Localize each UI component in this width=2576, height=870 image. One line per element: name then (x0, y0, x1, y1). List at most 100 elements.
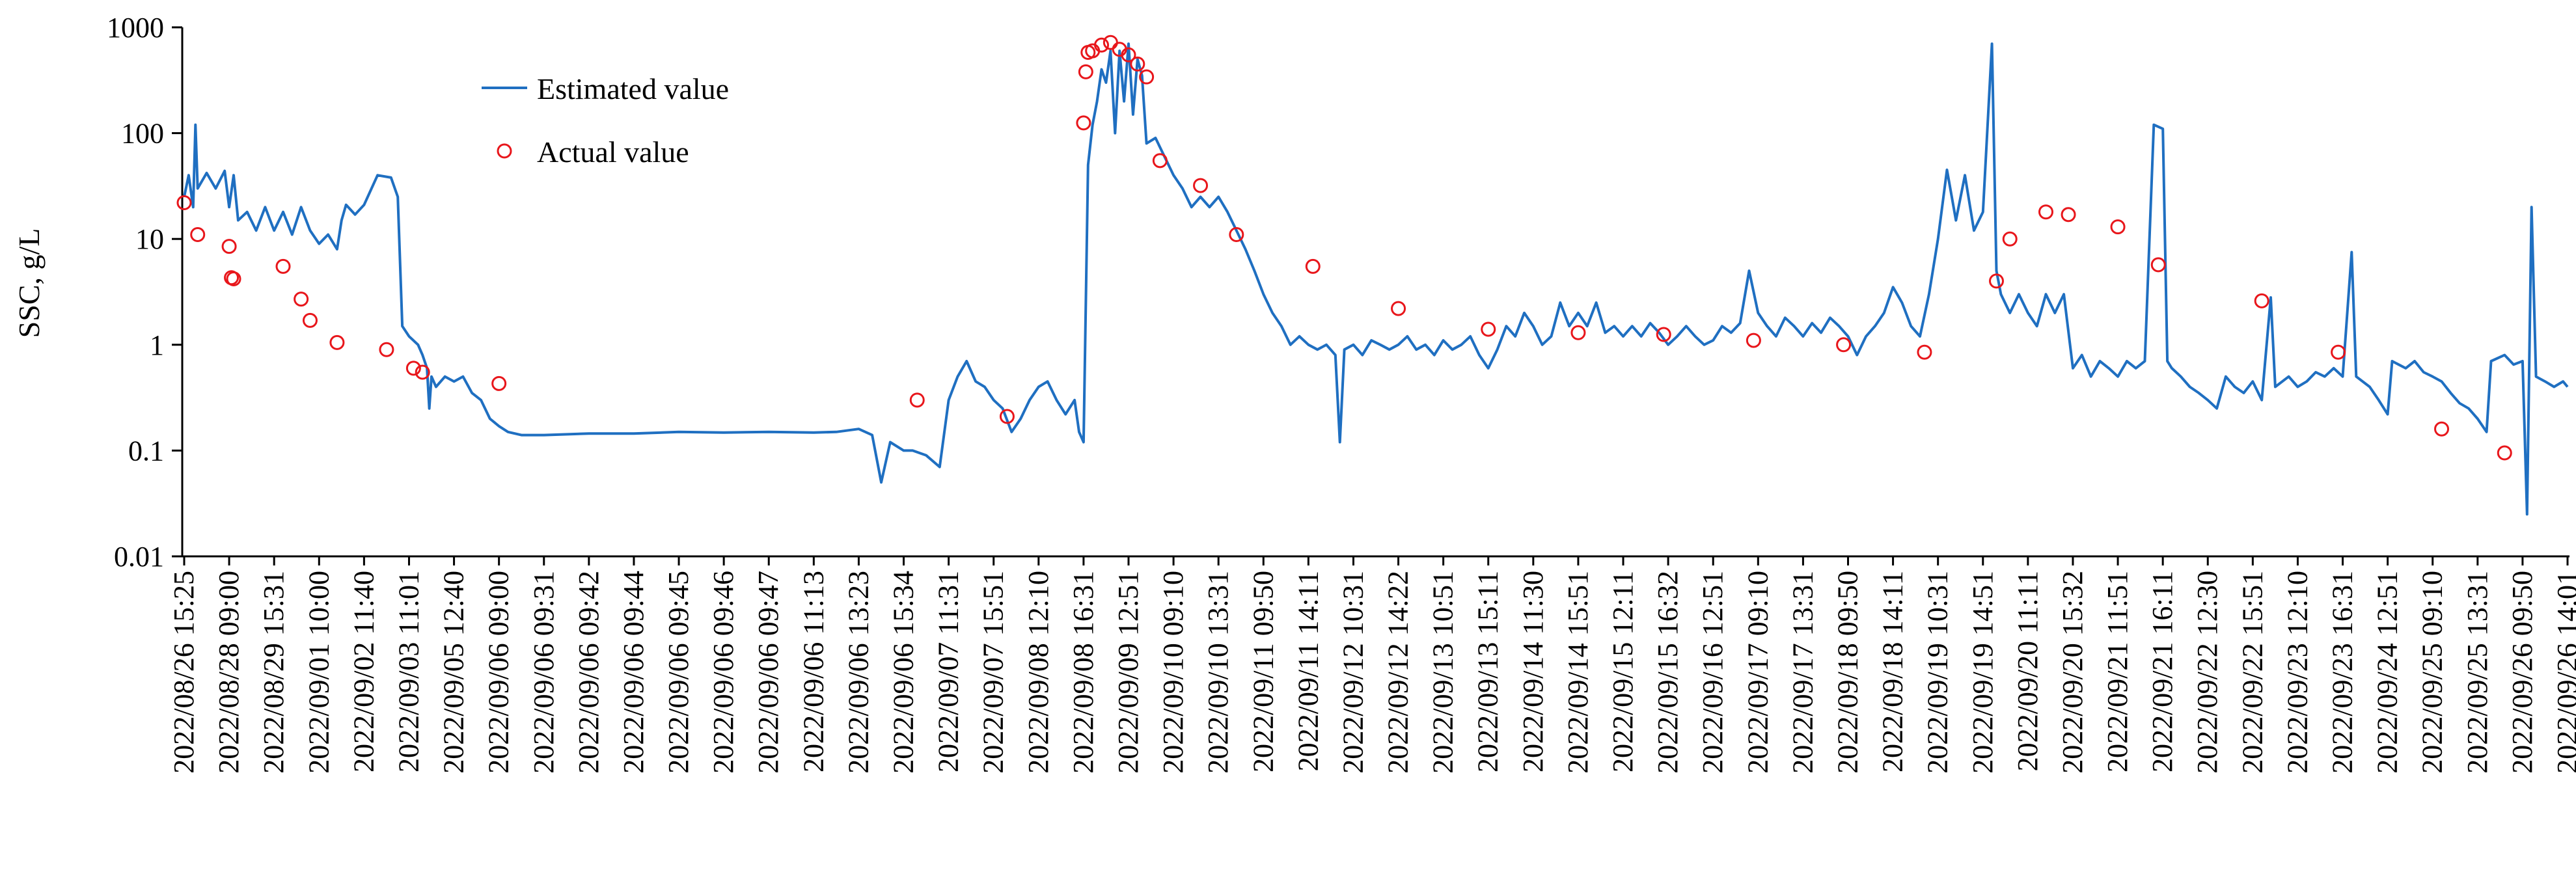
actual-value-point (176, 195, 192, 211)
x-tick-label: 2022/09/06 09:42 (573, 571, 605, 774)
x-tick-label: 2022/09/19 14:51 (1967, 571, 1999, 774)
x-tick-label: 2022/09/06 09:31 (528, 571, 560, 774)
x-tick-label: 2022/09/07 15:51 (978, 571, 1009, 774)
x-tick-label: 2022/08/26 15:25 (168, 571, 200, 774)
actual-value-point (1917, 344, 1932, 360)
actual-value-point (329, 334, 345, 350)
x-tick-label: 2022/08/28 09:00 (213, 571, 245, 774)
x-tick-label: 2022/09/08 16:31 (1067, 571, 1099, 774)
actual-value-point (2150, 257, 2166, 273)
x-tick-label: 2022/08/29 15:31 (258, 571, 290, 774)
x-tick-label: 2022/09/23 12:10 (2281, 571, 2313, 774)
x-tick-label: 2022/09/13 15:11 (1472, 571, 1504, 772)
x-tick-label: 2022/09/12 14:22 (1382, 571, 1414, 774)
x-tick-label: 2022/09/14 15:51 (1562, 571, 1594, 774)
y-tick-label: 1000 (107, 12, 164, 44)
x-tick-label: 2022/09/01 10:00 (303, 571, 335, 774)
actual-value-point (1229, 226, 1244, 242)
actual-value-point (491, 375, 507, 391)
actual-value-point (1076, 115, 1091, 131)
x-tick-label: 2022/09/06 15:34 (888, 571, 920, 774)
actual-value-point (1193, 178, 1209, 193)
x-tick-label: 2022/09/08 12:10 (1022, 571, 1054, 774)
legend-label-actual-value: Actual value (537, 135, 689, 169)
y-tick-label: 100 (121, 118, 164, 150)
actual-value-point (1836, 337, 1852, 353)
y-tick-label: 0.1 (128, 435, 164, 467)
actual-value-point (2110, 219, 2126, 235)
actual-value-point (2002, 231, 2018, 247)
x-tick-label: 2022/09/11 14:11 (1292, 571, 1324, 771)
x-tick-label: 2022/09/14 11:30 (1517, 571, 1549, 772)
x-tick-label: 2022/09/17 09:10 (1742, 571, 1774, 774)
x-tick-label: 2022/09/06 09:46 (707, 571, 739, 774)
y-tick-label: 10 (135, 223, 164, 255)
estimated-value-line (183, 42, 2569, 516)
actual-value-point (1152, 153, 1168, 169)
x-tick-label: 2022/09/12 10:31 (1337, 571, 1369, 774)
actual-value-point (221, 239, 237, 254)
actual-value-point (415, 364, 430, 380)
actual-value-point (405, 360, 421, 376)
x-tick-label: 2022/09/20 15:32 (2057, 571, 2089, 774)
x-tick-label: 2022/09/21 16:11 (2146, 571, 2178, 772)
actual-value-point (1656, 327, 1671, 342)
legend-swatch-actual-value (497, 143, 512, 159)
actual-value-point (226, 271, 241, 286)
y-axis-title: SSC, g/L (12, 228, 46, 338)
x-tick-label: 2022/09/05 12:40 (438, 571, 470, 774)
x-tick-label: 2022/09/07 11:31 (933, 571, 965, 772)
actual-value-point (2061, 207, 2076, 223)
actual-value-point (2038, 204, 2054, 220)
x-tick-label: 2022/09/06 09:45 (663, 571, 694, 774)
actual-value-point (1391, 301, 1406, 316)
actual-value-point (294, 292, 309, 307)
actual-value-point (2254, 293, 2269, 308)
actual-value-point (1746, 333, 1761, 348)
x-tick-label: 2022/09/17 13:31 (1787, 571, 1818, 774)
actual-value-point (302, 312, 318, 328)
actual-value-point (909, 392, 925, 408)
actual-value-point (1570, 325, 1586, 340)
x-tick-label: 2022/09/06 09:44 (618, 571, 650, 774)
x-tick-label: 2022/09/18 09:50 (1831, 571, 1863, 774)
x-axis-ticks: 2022/08/26 15:25 2022/08/28 09:00 2022/08/… (168, 556, 2576, 774)
x-tick-label: 2022/09/24 12:51 (2372, 571, 2404, 774)
series-actual-value (176, 34, 2512, 461)
actual-value-point (1130, 56, 1145, 72)
x-tick-label: 2022/09/10 09:10 (1157, 571, 1189, 774)
y-axis-ticks: 0.01 0.1 1 10 100 1000 (107, 12, 182, 573)
actual-value-point (1481, 321, 1496, 337)
actual-value-point (190, 226, 206, 242)
x-tick-label: 2022/09/20 11:11 (2012, 571, 2044, 771)
actual-value-point (2434, 421, 2450, 437)
actual-value-point (1139, 69, 1155, 85)
legend-label-estimated-value: Estimated value (537, 72, 729, 105)
x-tick-label: 2022/09/06 09:47 (752, 571, 784, 774)
x-tick-label: 2022/09/06 11:13 (797, 571, 829, 772)
x-tick-label: 2022/09/26 09:50 (2506, 571, 2538, 774)
actual-value-point (2497, 445, 2512, 461)
actual-value-point (1121, 47, 1136, 62)
actual-value-point (999, 409, 1015, 424)
actual-value-point (1094, 37, 1110, 53)
actual-value-point (1305, 258, 1321, 274)
x-tick-label: 2022/09/18 14:11 (1877, 571, 1909, 772)
x-tick-label: 2022/09/06 13:23 (842, 571, 874, 774)
legend: Estimated value Actual value (482, 72, 729, 169)
actual-value-point (275, 258, 291, 274)
x-tick-label: 2022/09/15 16:32 (1652, 571, 1684, 774)
x-tick-label: 2022/09/10 13:31 (1202, 571, 1234, 774)
x-tick-label: 2022/09/13 10:51 (1427, 571, 1459, 774)
y-tick-label: 1 (150, 329, 164, 361)
actual-value-point (2331, 344, 2346, 360)
x-tick-label: 2022/09/22 15:51 (2236, 571, 2268, 774)
x-tick-label: 2022/09/15 12:11 (1607, 571, 1639, 772)
x-tick-label: 2022/09/23 16:31 (2327, 571, 2359, 774)
x-tick-label: 2022/09/22 12:30 (2191, 571, 2223, 774)
x-tick-label: 2022/09/06 09:00 (483, 571, 515, 774)
x-tick-label: 2022/09/21 11:51 (2102, 571, 2133, 772)
x-tick-label: 2022/09/09 12:51 (1112, 571, 1144, 774)
